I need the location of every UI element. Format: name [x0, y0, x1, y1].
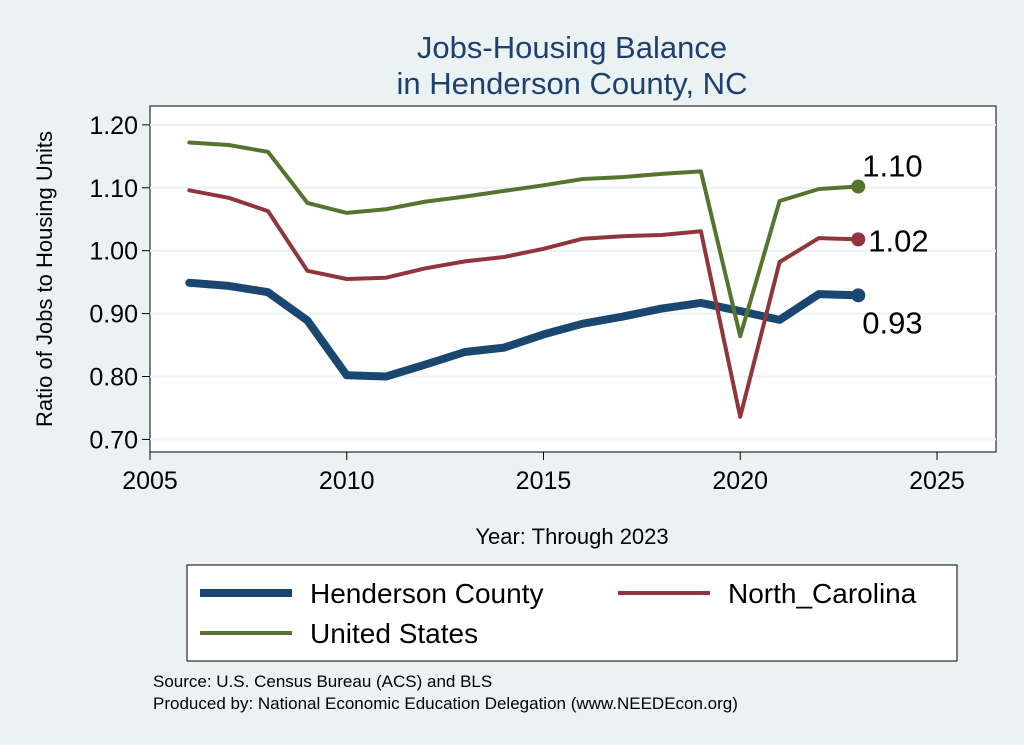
- y-tick-label: 0.90: [89, 301, 138, 329]
- y-tick-label: 1.10: [89, 175, 138, 203]
- x-tick-label: 2010: [319, 467, 375, 495]
- source-note: Source: U.S. Census Bureau (ACS) and BLS…: [153, 672, 738, 713]
- series-line-2: [187, 188, 861, 419]
- x-tick-label: 2015: [516, 467, 572, 495]
- legend-label-1: Henderson County: [310, 578, 543, 609]
- y-tick-label: 1.00: [89, 238, 138, 266]
- legend-box: [186, 564, 958, 662]
- end-label-2: 1.02: [868, 223, 928, 258]
- end-labels: 0.93 1.02 1.10: [862, 149, 928, 341]
- chart-title-line-2: in Henderson County, NC: [397, 66, 748, 101]
- end-marker-2: [851, 232, 866, 247]
- source-line-2: Produced by: National Economic Education…: [153, 694, 738, 713]
- x-axis-title: Year: Through 2023: [475, 524, 668, 549]
- end-label-1: 0.93: [862, 305, 922, 340]
- y-tick-label: 1.20: [89, 112, 138, 140]
- source-line-1: Source: U.S. Census Bureau (ACS) and BLS: [153, 672, 492, 691]
- plot-area: [149, 105, 997, 453]
- y-axis: 0.70 0.80 0.90 1.00 1.10 1.20: [89, 112, 150, 454]
- y-axis-title: Ratio of Jobs to Housing Units: [32, 131, 57, 427]
- legend: Henderson County North_Carolina United Sta…: [186, 564, 958, 662]
- x-tick-label: 2020: [712, 467, 768, 495]
- chart-title-line-1: Jobs-Housing Balance: [417, 30, 727, 65]
- y-tick-label: 0.70: [89, 426, 138, 454]
- end-marker-3: [851, 179, 866, 194]
- x-axis: 2005 2010 2015 2020 2025: [122, 452, 965, 495]
- end-label-3: 1.10: [862, 149, 922, 184]
- series-lines: [185, 140, 863, 419]
- y-tick-label: 0.80: [89, 364, 138, 392]
- legend-label-3: United States: [310, 618, 478, 649]
- end-markers: [851, 179, 866, 303]
- chart-title: Jobs-Housing Balance in Henderson County…: [397, 30, 748, 101]
- legend-label-2: North_Carolina: [728, 578, 917, 609]
- x-tick-label: 2005: [122, 467, 178, 495]
- x-tick-label: 2025: [909, 467, 965, 495]
- end-marker-1: [851, 288, 866, 303]
- series-line-3: [187, 140, 861, 339]
